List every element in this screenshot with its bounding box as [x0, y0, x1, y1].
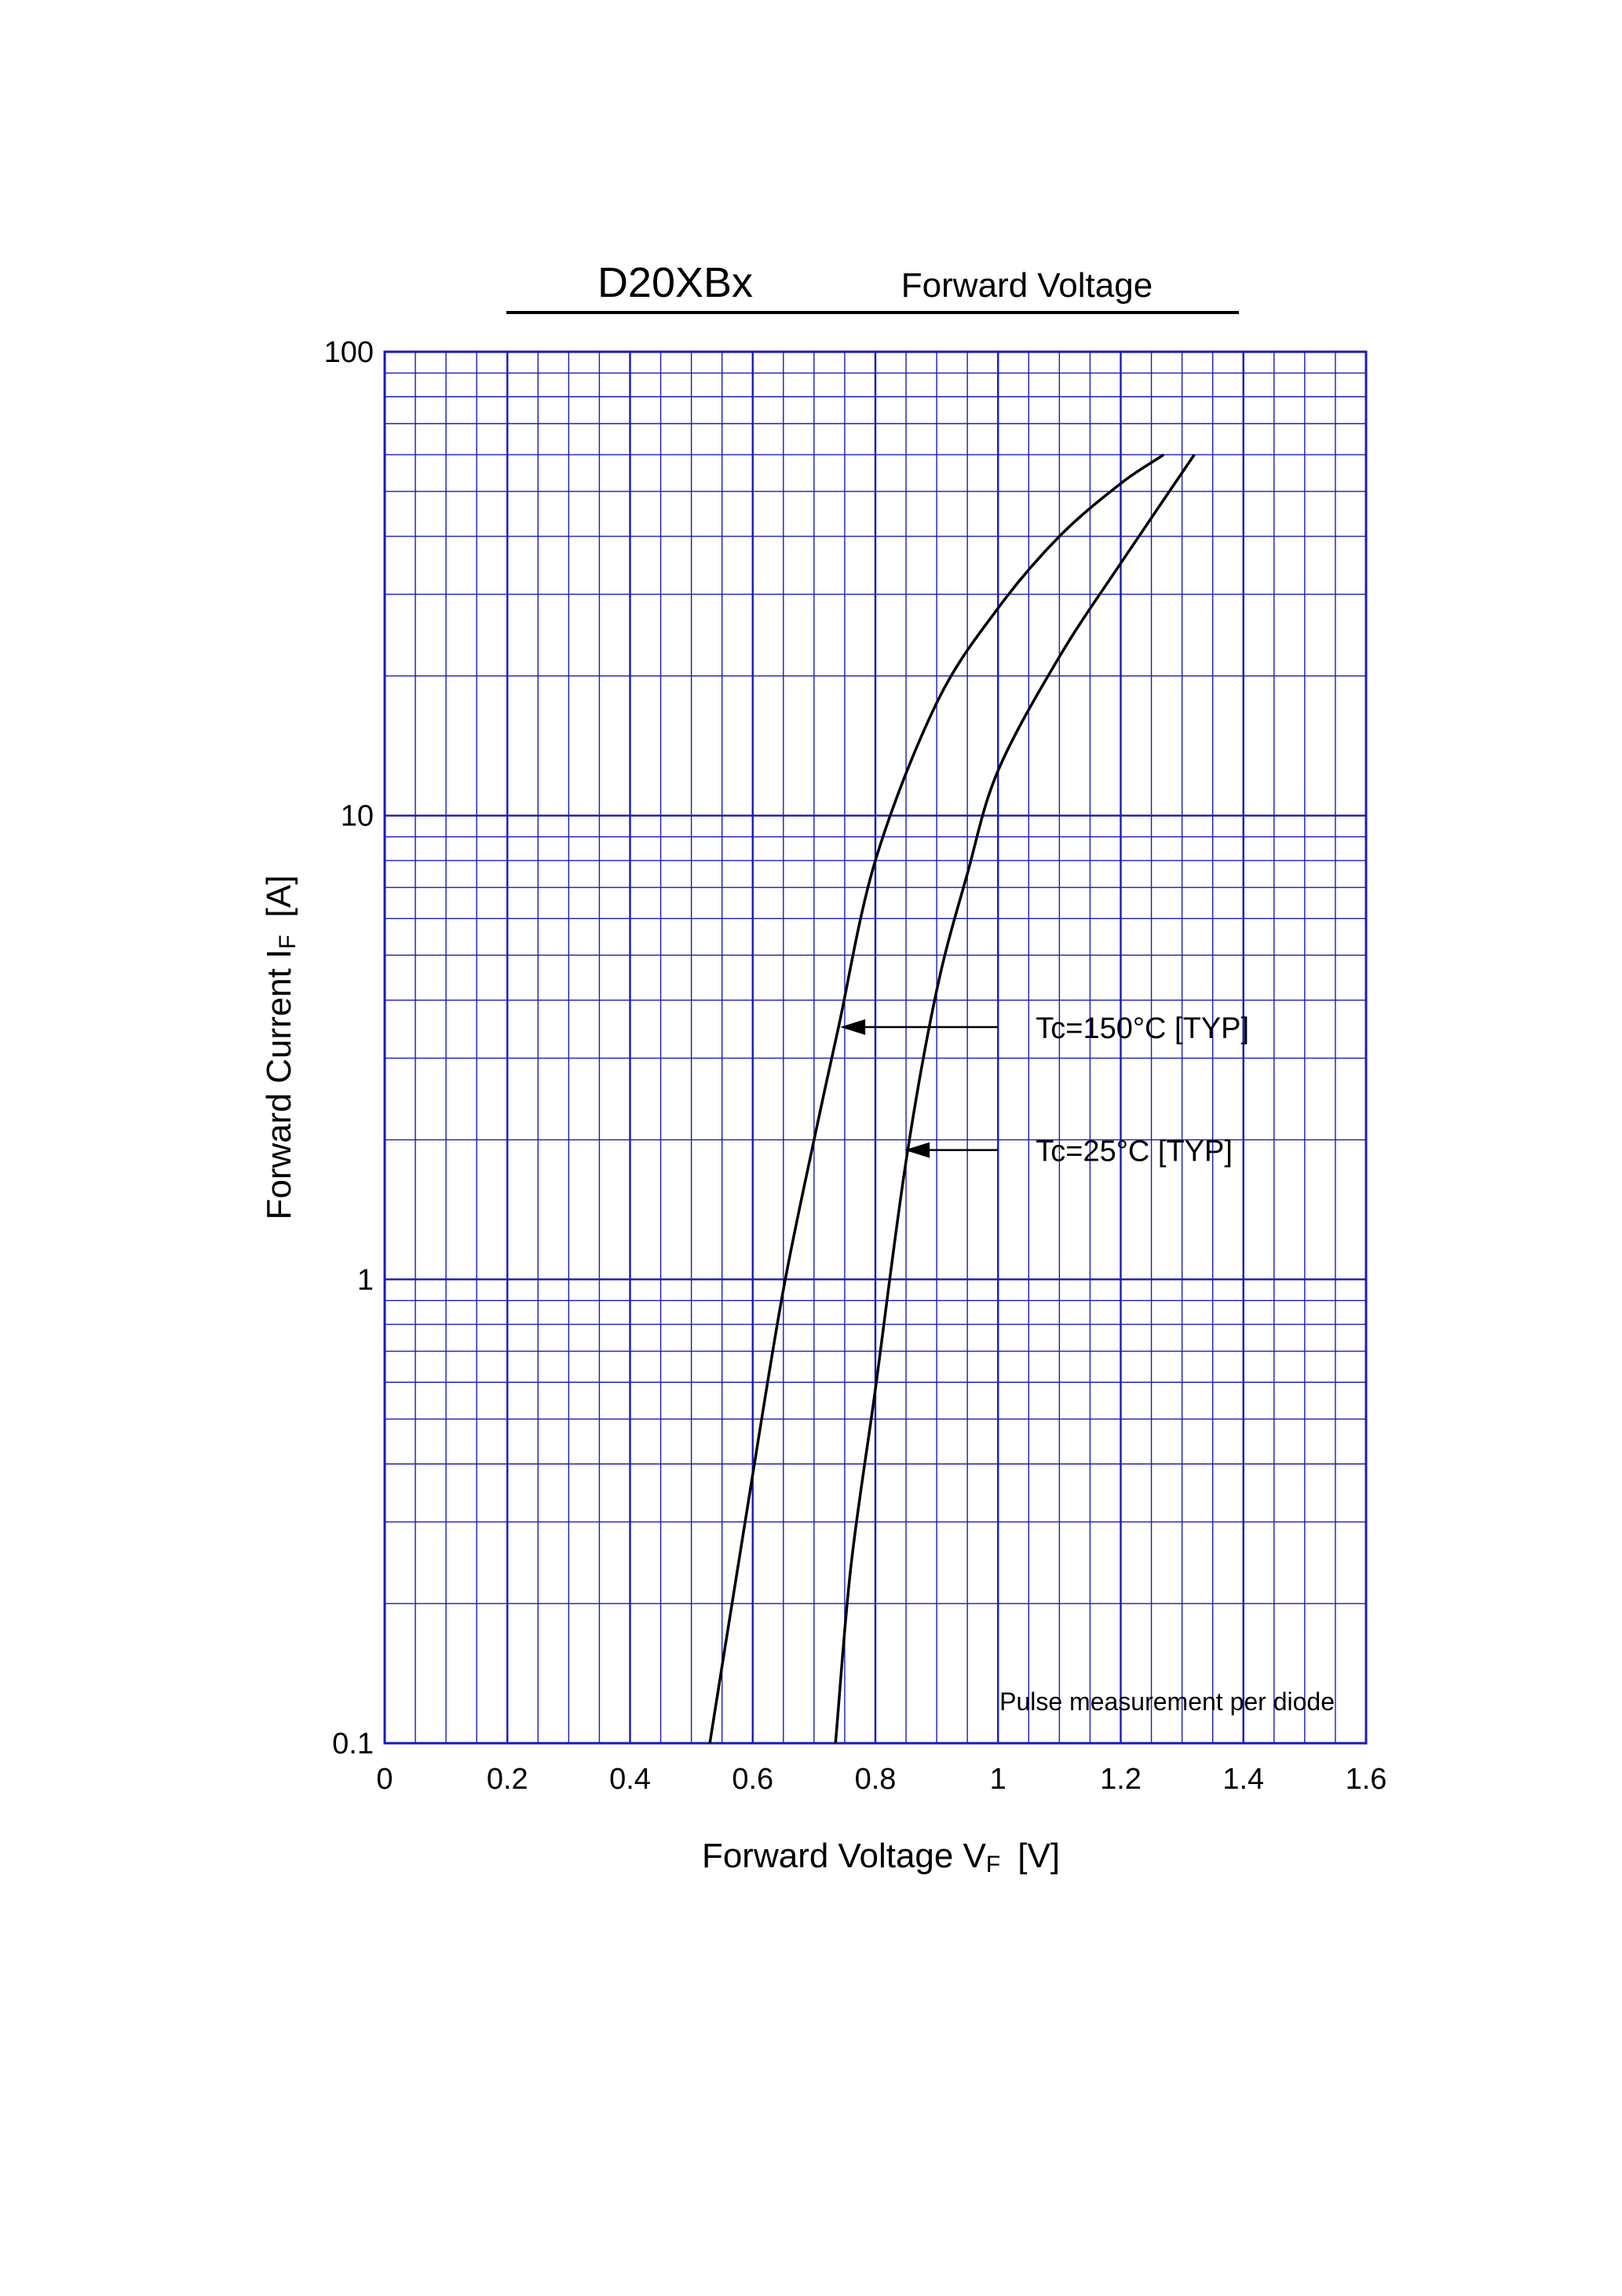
chart-title: D20XBx: [597, 259, 753, 306]
y-axis-label-sub: F: [275, 934, 301, 949]
annotation-label-text: =25°C [TYP]: [1065, 1135, 1233, 1168]
grid-major: [385, 352, 1366, 1743]
chart-note: Pulse measurement per diode: [999, 1687, 1335, 1716]
x-tick-label: 1.6: [1346, 1763, 1387, 1796]
y-tick-labels: 0.1 1 10 100: [324, 336, 374, 1760]
curve-tc-150: [708, 453, 1165, 1744]
x-tick-label: 0.6: [732, 1763, 773, 1796]
y-tick-label: 1: [357, 1263, 374, 1296]
arrow-head-icon: [904, 1142, 930, 1158]
y-tick-label: 10: [341, 800, 374, 833]
annotation-label: Tc=25°C [TYP]: [1036, 1135, 1233, 1168]
x-tick-labels: 0 0.2 0.4 0.6 0.8 1 1.2 1.4 1.6: [376, 1763, 1386, 1796]
annotation-label-prefix: Tc: [1036, 1012, 1065, 1045]
y-tick-label: 100: [324, 336, 374, 369]
annotation-label-text: =150°C [TYP]: [1065, 1012, 1249, 1045]
x-axis-label-sub: F: [986, 1852, 1000, 1877]
x-tick-label: 0.2: [487, 1763, 528, 1796]
x-tick-label: 1.4: [1222, 1763, 1264, 1796]
chart-subtitle: Forward Voltage: [901, 266, 1153, 305]
grid-minor: [385, 352, 1366, 1743]
x-axis-label-unit: [V]: [1017, 1837, 1060, 1875]
x-tick-label: 0.4: [609, 1763, 651, 1796]
x-axis-label-main: Forward Voltage V: [702, 1837, 987, 1875]
x-tick-label: 0.8: [855, 1763, 897, 1796]
y-tick-label: 0.1: [332, 1727, 374, 1760]
annotations: Tc=150°C [TYP]Tc=25°C [TYP]: [840, 1012, 1249, 1168]
curve-tc-25: [834, 454, 1196, 1744]
y-axis-label-main: Forward Current I: [260, 949, 298, 1220]
x-tick-label: 1: [990, 1763, 1006, 1796]
annotation-label: Tc=150°C [TYP]: [1036, 1012, 1249, 1045]
plot-frame: [383, 350, 1368, 1745]
x-tick-label: 1.2: [1100, 1763, 1142, 1796]
curves: [708, 453, 1196, 1744]
y-axis-label-unit: [A]: [260, 876, 298, 918]
x-axis-label: Forward Voltage VF [V]: [702, 1837, 1060, 1877]
y-axis-label: Forward Current IF [A]: [260, 876, 301, 1220]
arrow-head-icon: [840, 1018, 866, 1035]
x-tick-label: 0: [376, 1763, 393, 1796]
annotation-label-prefix: Tc: [1036, 1135, 1065, 1168]
